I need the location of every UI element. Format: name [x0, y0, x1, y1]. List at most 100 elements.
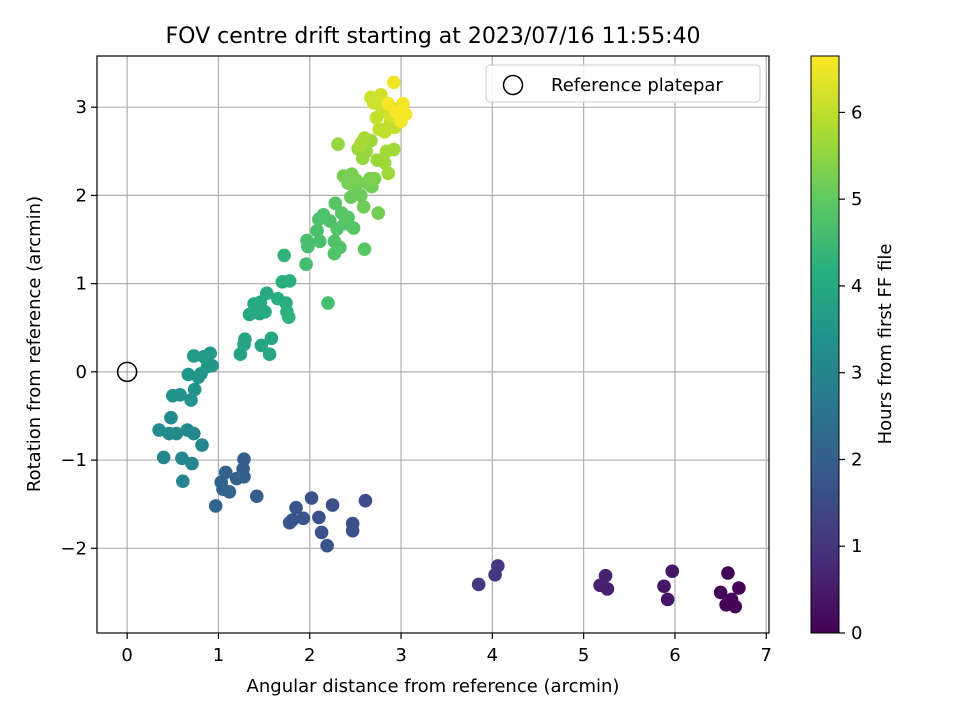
y-tick-label: 2	[76, 185, 87, 206]
colorbar-tick-label: 6	[851, 102, 862, 123]
data-point	[262, 347, 277, 362]
data-point	[713, 585, 728, 600]
x-tick-label: 3	[395, 645, 406, 666]
data-point	[386, 75, 401, 90]
data-point	[304, 491, 319, 505]
data-point	[175, 451, 189, 466]
data-point	[254, 338, 269, 353]
data-point	[665, 564, 680, 579]
colorbar: 0 1 2 3 4 5 6 Hours from first FF file	[810, 55, 896, 644]
data-point	[310, 223, 324, 238]
x-tick-label: 0	[121, 645, 132, 666]
data-point	[389, 105, 404, 120]
chart-title: FOV centre drift starting at 2023/07/16 …	[166, 24, 701, 49]
y-tick-label: 0	[76, 362, 87, 383]
data-point	[728, 599, 743, 614]
reference-platepar-marker	[116, 361, 138, 383]
data-point	[277, 248, 291, 263]
data-point	[152, 423, 166, 437]
data-point	[600, 582, 615, 596]
y-axis-label: Rotation from reference (arcmin)	[24, 196, 45, 492]
data-point	[260, 286, 274, 301]
colorbar-gradient	[810, 55, 840, 634]
data-point	[185, 456, 199, 471]
data-point	[191, 370, 206, 384]
data-point	[296, 511, 311, 526]
data-point	[321, 296, 335, 310]
data-points	[152, 75, 746, 614]
data-point	[371, 206, 386, 220]
colorbar-tick-label: 1	[851, 536, 862, 557]
data-point	[300, 233, 314, 248]
data-point	[289, 500, 303, 515]
data-point	[488, 567, 502, 582]
data-point	[282, 515, 297, 530]
data-point	[312, 510, 326, 525]
plot-frame	[96, 55, 770, 634]
data-point	[314, 525, 329, 540]
data-point	[367, 171, 382, 186]
data-point	[333, 240, 347, 255]
data-point	[328, 196, 343, 211]
data-point	[381, 96, 396, 111]
data-point	[357, 242, 372, 257]
data-point	[186, 349, 201, 363]
data-point	[386, 142, 401, 157]
x-tick-label: 5	[578, 645, 589, 666]
data-point	[721, 566, 735, 580]
data-point	[299, 257, 313, 272]
data-point	[356, 200, 371, 214]
colorbar-tick-label: 0	[851, 623, 862, 644]
data-point	[205, 358, 219, 373]
colorbar-tick-label: 2	[851, 449, 862, 470]
data-point	[238, 332, 252, 347]
data-point	[249, 489, 264, 504]
y-tick-label: −1	[60, 450, 87, 471]
data-point	[358, 493, 373, 508]
y-tick-label: −2	[60, 538, 87, 559]
data-point	[208, 499, 223, 513]
data-point	[381, 166, 396, 181]
data-point	[176, 474, 190, 489]
data-point	[732, 581, 746, 595]
x-tick-label: 4	[487, 645, 498, 666]
legend: Reference platepar	[485, 64, 761, 103]
colorbar-label: Hours from first FF file	[875, 244, 896, 445]
grid	[97, 56, 769, 633]
data-point	[320, 538, 334, 553]
data-point	[184, 393, 198, 407]
data-point	[222, 485, 237, 499]
data-point	[657, 579, 671, 594]
data-point	[312, 234, 327, 249]
colorbar-ticks: 0 1 2 3 4 5 6	[839, 102, 862, 644]
y-axis: −2 −1 0 1 2 3	[60, 97, 97, 559]
y-tick-label: 1	[76, 274, 87, 295]
x-axis-label: Angular distance from reference (arcmin)	[247, 676, 620, 697]
data-point	[164, 410, 178, 425]
data-point	[341, 210, 355, 225]
y-tick-label: 3	[76, 97, 87, 118]
x-tick-label: 1	[213, 645, 224, 666]
data-point	[325, 498, 340, 512]
data-point	[264, 331, 279, 346]
data-point	[331, 137, 345, 152]
legend-marker	[502, 74, 524, 96]
colorbar-tick-label: 3	[851, 363, 862, 384]
data-point	[471, 577, 486, 592]
data-point	[229, 471, 244, 486]
data-point	[345, 523, 360, 538]
colorbar-tick-label: 5	[851, 189, 862, 210]
x-tick-label: 6	[669, 645, 680, 666]
data-point	[203, 346, 218, 361]
x-tick-label: 2	[304, 645, 315, 666]
x-tick-label: 7	[761, 645, 772, 666]
data-point	[353, 139, 367, 153]
legend-entry: Reference platepar	[551, 75, 723, 96]
data-point	[660, 592, 675, 607]
data-point	[180, 423, 195, 437]
data-point	[281, 310, 296, 324]
data-point	[173, 387, 187, 402]
legend-box	[485, 64, 761, 103]
data-point	[187, 382, 202, 397]
